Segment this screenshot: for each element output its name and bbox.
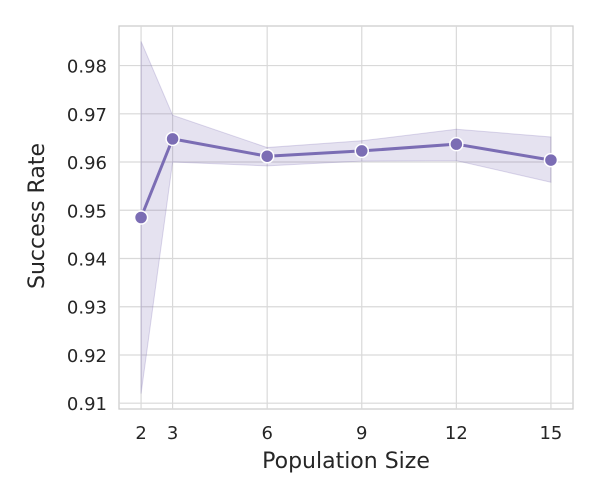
axis-layer: 0.91 0.92 0.93 0.94 0.95 0.96 0.97 0.98 2 3 6 9 12 15 [67, 57, 562, 444]
x-tick-label: 3 [167, 423, 178, 444]
y-tick-label: 0.95 [67, 201, 107, 222]
data-point [354, 143, 370, 159]
grid-layer [118, 25, 574, 410]
y-tick-label: 0.96 [67, 153, 107, 174]
y-axis-label: Success Rate [25, 143, 50, 289]
data-point [165, 131, 180, 147]
data-point [259, 148, 275, 164]
x-tick-label: 12 [445, 423, 468, 444]
y-tick-label: 0.98 [67, 57, 107, 78]
y-tick-label: 0.93 [67, 298, 107, 319]
y-tick-label: 0.92 [67, 346, 107, 367]
x-tick-label: 2 [135, 423, 146, 444]
data-point [543, 152, 559, 168]
y-tick-label: 0.91 [67, 394, 107, 415]
series-line-layer [139, 137, 553, 219]
series-point-layer [133, 131, 559, 225]
data-point [449, 136, 464, 152]
x-axis-label: Population Size [262, 449, 430, 474]
series-line [139, 137, 553, 219]
plot-area [118, 25, 574, 410]
x-tick-label: 6 [261, 423, 272, 444]
confidence-band-layer [140, 41, 552, 394]
data-point [133, 210, 149, 225]
confidence-band [140, 41, 552, 394]
y-tick-label: 0.94 [67, 250, 107, 271]
x-tick-label: 15 [539, 423, 562, 444]
y-tick-label: 0.97 [67, 105, 107, 126]
x-tick-label: 9 [356, 423, 367, 444]
